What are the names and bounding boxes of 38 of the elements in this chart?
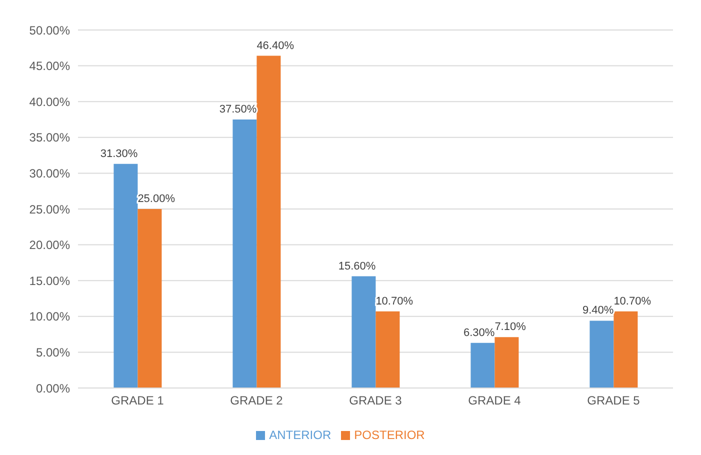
x-tick-label: GRADE 5 [587, 394, 640, 408]
y-tick-label: 5.00% [36, 345, 70, 360]
x-tick-label: GRADE 1 [111, 394, 164, 408]
data-label: 6.30% [463, 326, 495, 339]
x-tick-label: GRADE 2 [230, 394, 284, 408]
data-label: 15.60% [338, 260, 376, 272]
y-tick-label: 50.00% [29, 23, 70, 38]
y-tick-label: 20.00% [29, 238, 70, 252]
y-tick-label: 35.00% [29, 130, 70, 145]
bar [376, 311, 400, 388]
data-label: 7.10% [494, 321, 526, 334]
data-label: 46.40% [256, 40, 294, 52]
bar [114, 164, 138, 388]
bar [232, 120, 257, 388]
data-label: 25.00% [138, 193, 176, 205]
y-tick-label: 25.00% [29, 202, 70, 216]
data-label: 10.70% [376, 295, 414, 308]
legend-label: POSTERIOR [354, 428, 425, 442]
y-tick-label: 15.00% [29, 274, 70, 288]
y-tick-label: 0.00% [36, 381, 70, 396]
y-tick-label: 30.00% [29, 166, 70, 180]
y-tick-label: 10.00% [29, 310, 70, 324]
data-label: 9.40% [582, 304, 614, 317]
bar [470, 342, 495, 388]
y-tick-label: 40.00% [29, 94, 70, 109]
bar [494, 337, 519, 388]
data-label: 10.70% [614, 295, 652, 308]
legend-label: ANTERIOR [269, 428, 332, 442]
x-tick-label: GRADE 3 [349, 394, 402, 408]
x-tick-label: GRADE 4 [468, 394, 522, 408]
bar [138, 209, 162, 388]
data-label: 37.50% [219, 104, 257, 116]
y-tick-label: 45.00% [29, 59, 70, 74]
data-label: 31.30% [100, 148, 138, 160]
bar [590, 320, 614, 388]
bar [352, 276, 376, 388]
bar [614, 311, 638, 388]
bar [256, 56, 281, 388]
